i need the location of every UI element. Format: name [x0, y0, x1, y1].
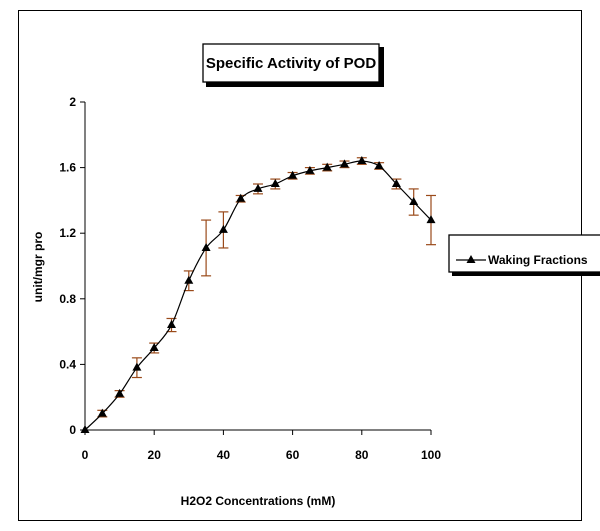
x-tick-label: 40	[217, 448, 231, 462]
y-axis-title: unit/mgr pro	[31, 232, 45, 303]
data-point	[426, 215, 436, 224]
x-tick-label: 80	[355, 448, 369, 462]
legend-label: Waking Fractions	[488, 253, 588, 267]
x-tick-label: 60	[286, 448, 300, 462]
y-tick-label: 0	[69, 423, 76, 437]
y-tick-label: 1.6	[59, 161, 76, 175]
x-tick-label: 100	[421, 448, 441, 462]
data-point	[288, 170, 298, 179]
legend-box	[448, 234, 600, 273]
data-point	[167, 320, 176, 329]
title-box	[202, 43, 380, 83]
x-axis-title: H2O2 Concentrations (mM)	[181, 494, 336, 508]
legend-marker-triangle-icon	[466, 255, 476, 263]
data-point	[340, 159, 349, 168]
data-point	[305, 165, 315, 174]
data-point	[149, 343, 159, 351]
data-point	[374, 160, 384, 169]
x-tick-label: 20	[148, 448, 162, 462]
y-tick-label: 0.4	[59, 357, 76, 371]
data-point	[322, 162, 332, 171]
data-point	[218, 224, 228, 233]
y-tick-label: 0.8	[59, 292, 76, 306]
data-point	[391, 179, 401, 187]
x-tick-label: 0	[82, 448, 89, 462]
data-point	[253, 183, 263, 192]
data-point	[184, 275, 194, 284]
x-ticks: 0 20 40 60 80 100	[82, 430, 441, 462]
chart-title: Specific Activity of POD	[206, 55, 376, 72]
data-point	[357, 156, 367, 165]
data-point	[97, 408, 107, 417]
data-point	[80, 425, 90, 433]
legend: Waking Fractions	[448, 234, 600, 276]
y-tick-label: 2	[69, 95, 76, 109]
data-point	[132, 362, 142, 371]
series-markers	[80, 156, 436, 433]
y-ticks: 0 0.4 0.8 1.2 1.6 2	[59, 95, 85, 437]
y-tick-label: 1.2	[59, 226, 76, 240]
data-point	[270, 179, 280, 187]
data-point	[409, 197, 419, 206]
data-point	[201, 242, 211, 251]
data-point	[236, 193, 246, 202]
data-point	[115, 388, 125, 397]
